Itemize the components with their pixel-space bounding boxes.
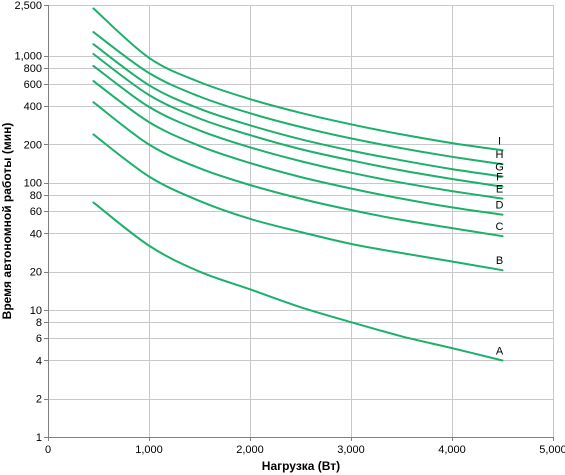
curve-layer xyxy=(92,7,504,362)
y-tick-label: 600 xyxy=(24,79,42,91)
x-tick-label: 4,000 xyxy=(438,444,466,456)
y-tick-label: 10 xyxy=(30,305,42,317)
y-tick-label: 2,500 xyxy=(14,0,42,12)
y-tick-label: 4 xyxy=(36,355,42,367)
series-line-c xyxy=(92,101,504,238)
y-tick-label: 800 xyxy=(24,63,42,75)
series-label-g: G xyxy=(495,161,504,173)
y-axis-title: Время автономной работы (мин) xyxy=(0,123,14,320)
x-tick-label: 5,000 xyxy=(539,444,565,456)
series-line-e xyxy=(92,64,504,200)
series-line-h xyxy=(92,31,504,166)
x-tick-label: 2,000 xyxy=(236,444,264,456)
y-tick-label: 8 xyxy=(36,317,42,329)
y-tick-label: 1,000 xyxy=(14,51,42,63)
x-axis-title: Нагрузка (Вт) xyxy=(262,459,340,473)
series-line-g xyxy=(92,43,504,178)
x-tick-label: 3,000 xyxy=(337,444,365,456)
y-tick-label: 400 xyxy=(24,101,42,113)
series-label-d: D xyxy=(496,200,504,212)
y-tick-label: 2 xyxy=(36,394,42,406)
y-tick-label: 20 xyxy=(30,267,42,279)
series-line-d xyxy=(92,80,504,216)
grid-layer xyxy=(48,5,554,437)
series-label-b: B xyxy=(496,255,503,267)
x-tick-label: 1,000 xyxy=(135,444,163,456)
series-label-e: E xyxy=(496,184,503,196)
x-tick-label: 0 xyxy=(45,444,51,456)
series-label-f: F xyxy=(496,172,503,184)
series-line-i xyxy=(92,7,504,152)
y-tick-label: 60 xyxy=(30,206,42,218)
series-line-b xyxy=(92,133,504,272)
y-tick-label: 80 xyxy=(30,190,42,202)
series-label-h: H xyxy=(496,149,504,161)
y-tick-label: 6 xyxy=(36,333,42,345)
y-tick-label: 200 xyxy=(24,139,42,151)
series-line-f xyxy=(92,53,504,188)
series-label-a: A xyxy=(496,345,504,357)
y-tick-label: 1 xyxy=(36,432,42,444)
y-tick-label: 40 xyxy=(30,228,42,240)
series-line-a xyxy=(92,201,504,362)
series-label-c: C xyxy=(496,221,504,233)
y-tick-label: 100 xyxy=(24,178,42,190)
axis-layer: 0 1,000 2,000 3,000 4,000 5,000 1 2 4 6 810 20 40 60 8… xyxy=(14,0,565,456)
series-label-i: I xyxy=(498,135,501,147)
